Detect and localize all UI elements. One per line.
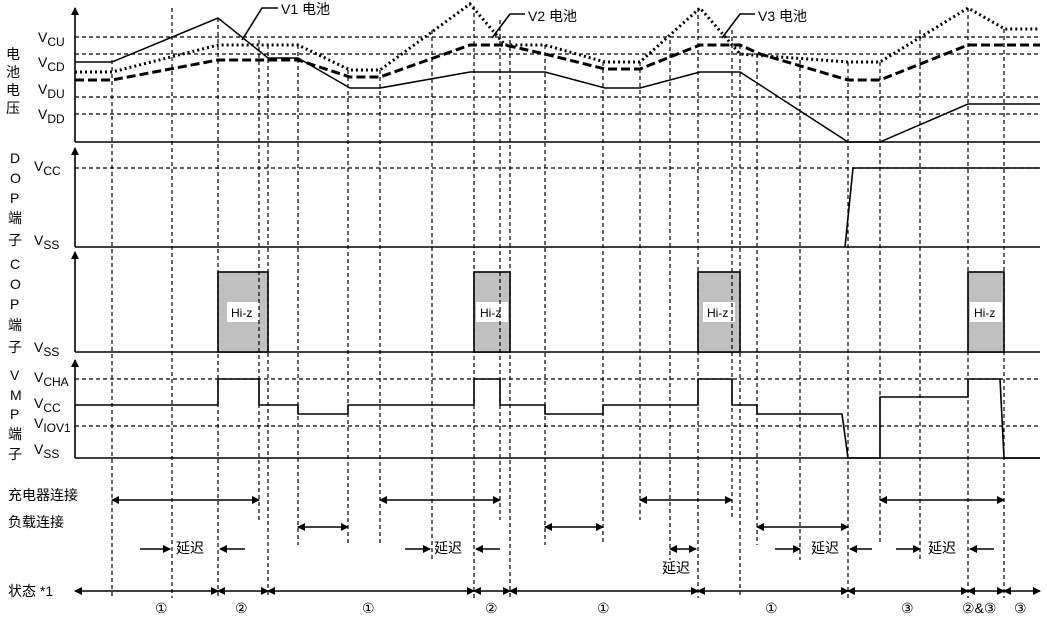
charger-connect-label: 充电器连接 <box>8 487 78 503</box>
state-marker: ① <box>765 600 778 616</box>
cop-hiz-label-bg-3 <box>703 302 735 322</box>
dop-side-label-3: P <box>10 190 19 206</box>
delay-label: 延迟 <box>811 540 839 556</box>
v3-legend-label: V3 电池 <box>758 8 807 24</box>
vcd-label: VCD <box>38 54 65 74</box>
v1-legend-label: V1 电池 <box>281 1 330 17</box>
vmp-side-label-3: P <box>10 406 19 422</box>
cop-hiz-label-3: Hi-z <box>707 306 728 320</box>
cop-terminal-panel: Hi-z Hi-z Hi-z Hi-z VSS C O P 端 子 <box>8 251 1040 359</box>
cop-hiz-label-2: Hi-z <box>480 306 501 320</box>
cop-hiz-label-bg-1 <box>227 302 259 322</box>
cop-side-label-5: 子 <box>8 339 22 355</box>
dop-vss-label: VSS <box>34 232 59 252</box>
state-row: 状态 *1 ① ② ① ② ① ① ③ ②&③ ③ <box>8 583 1041 616</box>
dop-side-label-2: O <box>10 170 21 186</box>
vmp-vcha-label: VCHA <box>34 369 69 389</box>
vmp-signal <box>75 378 1040 459</box>
event-rows: 充电器连接 负载连接 延迟 延迟 延迟 延迟 延迟 <box>8 487 1005 576</box>
state-marker: ② <box>235 600 248 616</box>
vmp-vss-label: VSS <box>34 441 59 461</box>
dop-side-label-1: D <box>10 150 20 166</box>
vcu-label: VCU <box>38 29 65 49</box>
vmp-viov1-label: VIOV1 <box>34 415 71 435</box>
dop-vcc-label: VCC <box>34 158 61 178</box>
state-row-label: 状态 *1 <box>8 583 53 599</box>
v1-legend-leader <box>241 7 278 41</box>
delay-label: 延迟 <box>662 560 690 576</box>
dop-side-label-5: 子 <box>8 232 22 248</box>
dop-side-label-4: 端 <box>8 210 22 226</box>
cop-hiz-label-4: Hi-z <box>974 306 995 320</box>
cop-side-label-1: C <box>10 256 20 272</box>
cop-side-label-2: O <box>10 276 21 292</box>
dop-terminal-panel: VCC VSS D O P 端 子 <box>8 147 1040 252</box>
state-marker: ③ <box>1014 600 1027 616</box>
cop-side-label-4: 端 <box>8 317 22 333</box>
battery-side-label-4: 压 <box>6 100 20 116</box>
v2-legend-label: V2 电池 <box>528 8 577 24</box>
v1-battery-trace <box>75 17 1040 143</box>
battery-side-label-1: 电 <box>6 46 20 62</box>
vdu-label: VDU <box>38 81 65 101</box>
battery-side-label-3: 电 <box>6 82 20 98</box>
v2-legend-leader <box>491 13 525 39</box>
vmp-side-label-4: 端 <box>8 426 22 442</box>
vmp-side-label-2: M <box>10 387 22 403</box>
cop-hiz-label-1: Hi-z <box>231 306 252 320</box>
delay-label: 延迟 <box>928 540 956 556</box>
state-marker: ② <box>485 600 498 616</box>
v3-legend-leader <box>721 13 755 39</box>
vdd-label: VDD <box>38 106 65 126</box>
battery-side-label-2: 池 <box>6 64 20 80</box>
vmp-vcc-label: VCC <box>34 395 61 415</box>
cop-hiz-label-bg-4 <box>970 302 1002 322</box>
timing-guide-lines <box>111 6 1005 598</box>
cop-side-label-3: P <box>10 296 19 312</box>
state-marker: ① <box>597 600 610 616</box>
vmp-side-label-5: 子 <box>8 446 22 462</box>
state-marker: ②&③ <box>962 600 996 616</box>
state-marker: ③ <box>901 600 914 616</box>
vmp-side-label-1: V <box>10 367 20 383</box>
cop-vss-label: VSS <box>34 339 59 359</box>
vmp-terminal-panel: VCHA VCC VIOV1 VSS V M P 端 子 <box>8 359 1040 462</box>
state-marker: ① <box>155 600 168 616</box>
delay-label: 延迟 <box>434 540 462 556</box>
state-marker: ① <box>362 600 375 616</box>
dop-signal <box>844 167 1040 248</box>
battery-voltage-panel: V1 电池 V2 电池 V3 电池 VCU VCD VDU VDD 电 池 电 … <box>6 1 1040 143</box>
load-connect-label: 负载连接 <box>8 514 64 530</box>
delay-label: 延迟 <box>176 540 204 556</box>
